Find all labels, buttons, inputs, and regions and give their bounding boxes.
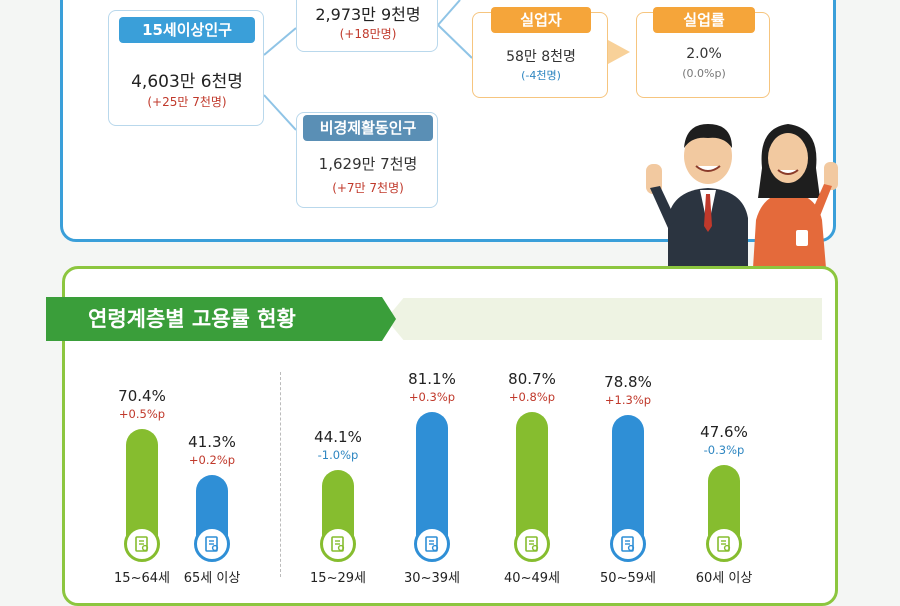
labor-box: 2,973만 9천명 (+18만명) <box>296 0 438 52</box>
value-label: 81.1% <box>408 369 456 388</box>
inactive-value: 1,629만 7천명 <box>318 155 418 173</box>
unemployed-tag: 실업자 <box>491 7 591 33</box>
bar-5 <box>612 415 644 540</box>
labor-change: (+18만명) <box>339 27 397 41</box>
change-label: +0.2%p <box>188 452 236 467</box>
value-label: 41.3% <box>188 432 236 451</box>
group-divider <box>280 372 281 577</box>
bar-0 <box>126 428 158 540</box>
pop15-tag: 15세이상인구 <box>119 17 255 43</box>
document-icon <box>414 526 450 562</box>
pop15-value: 4,603만 6천명 <box>131 72 243 92</box>
change-label: +0.5%p <box>118 406 166 421</box>
change-label: +0.8%p <box>508 390 556 405</box>
inactive-box: 비경제활동인구 1,629만 7천명 (+7만 7천명) <box>296 112 438 208</box>
change-label: +1.3%p <box>604 393 652 408</box>
category-label: 65세 이상 <box>183 571 241 586</box>
bar-3 <box>416 411 448 540</box>
change-label: -0.3%p <box>703 442 745 457</box>
value-label: 78.8% <box>604 373 652 392</box>
inactive-tag: 비경제활동인구 <box>303 115 433 141</box>
unemployed-box: 실업자 58만 8천명 (-4천명) <box>472 7 608 98</box>
unemp-rate-tag: 실업률 <box>653 7 755 33</box>
category-label: 15~29세 <box>310 571 366 586</box>
category-label: 30~39세 <box>404 571 460 586</box>
document-icon <box>610 526 646 562</box>
labor-value: 2,973만 9천명 <box>315 5 421 24</box>
bar-4 <box>516 412 548 540</box>
banner-tail <box>386 298 822 340</box>
change-label: +0.3%p <box>408 389 456 404</box>
unemployed-value: 58만 8천명 <box>506 49 576 65</box>
characters-illustration <box>646 124 838 268</box>
unemployed-change: (-4천명) <box>521 69 561 82</box>
value-label: 47.6% <box>700 422 748 441</box>
value-label: 80.7% <box>508 370 556 389</box>
value-label: 70.4% <box>118 386 166 405</box>
unemp-rate-box: 실업률 2.0% (0.0%p) <box>636 7 770 98</box>
category-label: 15~64세 <box>114 571 170 586</box>
pop15-box: 15세이상인구 4,603만 6천명 (+25만 7천명) <box>108 10 264 126</box>
unemp-rate-value: 2.0% <box>686 46 722 62</box>
category-label: 60세 이상 <box>695 571 753 586</box>
document-icon <box>514 526 550 562</box>
section-title: 연령계층별 고용률 현황 <box>46 297 396 341</box>
pop15-change: (+25만 7천명) <box>147 95 227 109</box>
document-icon <box>320 526 356 562</box>
document-icon <box>706 526 742 562</box>
document-icon <box>194 526 230 562</box>
unemp-rate-change: (0.0%p) <box>682 67 726 80</box>
connector-lines <box>263 0 630 131</box>
category-label: 50~59세 <box>600 571 656 586</box>
value-label: 44.1% <box>314 428 362 447</box>
category-label: 40~49세 <box>504 571 560 586</box>
document-icon <box>124 526 160 562</box>
inactive-change: (+7만 7천명) <box>332 181 404 195</box>
change-label: -1.0%p <box>317 448 359 463</box>
